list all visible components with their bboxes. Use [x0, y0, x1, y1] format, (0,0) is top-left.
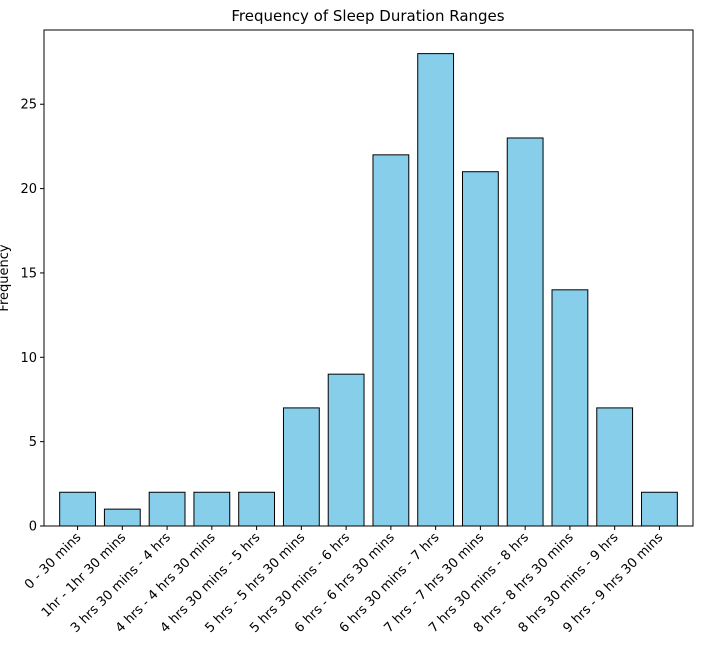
y-tick-label: 10 — [20, 351, 37, 366]
bar — [506, 137, 544, 527]
bar — [148, 491, 186, 527]
bar — [417, 53, 455, 527]
plot-frame — [43, 29, 694, 527]
chart-title: Frequency of Sleep Duration Ranges — [231, 7, 504, 25]
y-tick-label: 15 — [20, 266, 37, 281]
y-axis-label: Frequency — [0, 244, 12, 311]
bar — [596, 407, 634, 527]
bar — [461, 171, 499, 527]
y-tick-label: 20 — [20, 182, 37, 197]
bar — [551, 289, 589, 527]
bar — [641, 491, 678, 527]
bar — [327, 373, 365, 527]
bar — [193, 491, 231, 527]
y-tick-label: 25 — [20, 98, 37, 113]
bar — [238, 491, 276, 527]
bar — [282, 407, 320, 527]
bar — [372, 154, 410, 527]
y-tick-label: 5 — [29, 435, 37, 450]
bar — [59, 491, 96, 527]
bars — [59, 53, 678, 527]
bar — [103, 508, 141, 527]
y-tick-label: 0 — [29, 520, 37, 535]
x-tick-label: 1hr - 1hr 30 mins — [39, 530, 130, 621]
